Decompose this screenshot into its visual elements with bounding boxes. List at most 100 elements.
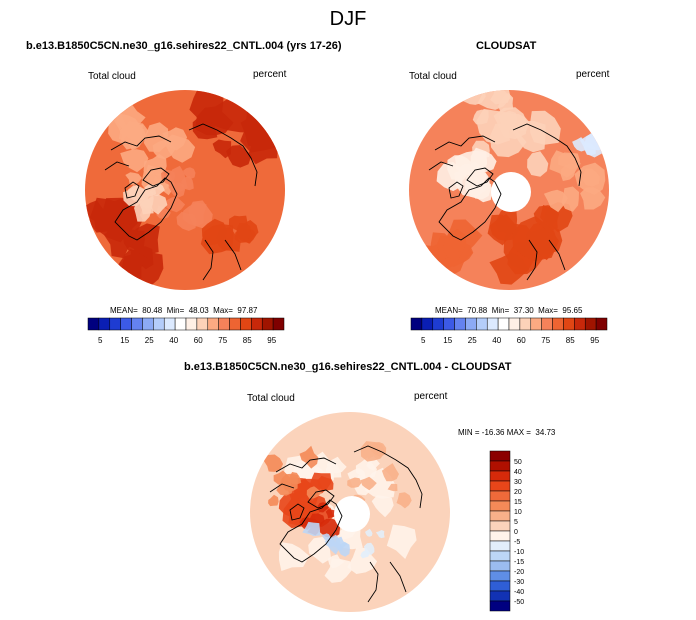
coastline xyxy=(142,167,170,187)
colorbar-swatch xyxy=(489,520,511,532)
colorbar-tick-label: 30 xyxy=(514,479,522,486)
colorbar-tick-label: 85 xyxy=(243,336,252,345)
contour-patch xyxy=(325,509,335,519)
panel3-title: b.e13.B1850C5CN.ne30_g16.sehires22_CNTL.… xyxy=(184,361,512,373)
contour-patch xyxy=(387,483,398,492)
colorbar-swatch xyxy=(530,317,542,331)
colorbar-swatch xyxy=(229,317,241,331)
no-data-hole xyxy=(334,496,370,532)
panel1-stats: MEAN= 80.48 Min= 48.03 Max= 97.87 xyxy=(110,306,258,315)
colorbar-tick-label: 5 xyxy=(421,336,426,345)
panel1-colorbar: 5 15 25 40 60 75 85 95 xyxy=(87,317,285,345)
colorbar-swatch xyxy=(489,570,511,582)
contour-patch xyxy=(442,229,467,261)
colorbar-tick-label: -50 xyxy=(514,599,524,606)
colorbar-tick-label: 20 xyxy=(514,489,522,496)
colorbar-tick-label: -40 xyxy=(514,589,524,596)
colorbar-swatch xyxy=(476,317,488,331)
panel3-map xyxy=(250,412,450,612)
colorbar-tick-label: 75 xyxy=(218,336,227,345)
panel2-right-label: percent xyxy=(576,69,610,80)
contour-patch xyxy=(365,528,373,537)
colorbar-tick-label: 5 xyxy=(98,336,103,345)
colorbar-swatch xyxy=(489,530,511,542)
colorbar-swatch xyxy=(120,317,132,331)
colorbar-swatch xyxy=(87,317,100,331)
colorbar-swatch xyxy=(595,317,608,331)
colorbar-tick-label: 95 xyxy=(590,336,599,345)
colorbar-swatch xyxy=(240,317,252,331)
colorbar-tick-label: 40 xyxy=(492,336,501,345)
contour-patch xyxy=(489,214,519,241)
contour-patch xyxy=(273,470,291,487)
colorbar-swatch xyxy=(489,590,511,602)
colorbar-swatch xyxy=(109,317,121,331)
colorbar-tick-label: -5 xyxy=(514,539,520,546)
colorbar-tick-label: 15 xyxy=(443,336,452,345)
colorbar-swatch xyxy=(454,317,466,331)
colorbar-swatch xyxy=(185,317,198,331)
contour-patch xyxy=(236,223,252,240)
coastline xyxy=(448,181,464,199)
colorbar-tick-label: 15 xyxy=(514,499,522,506)
colorbar-swatch xyxy=(163,317,176,331)
contour-patch xyxy=(381,463,399,482)
coastline xyxy=(224,239,242,271)
contour-patch xyxy=(289,472,302,485)
colorbar-swatch xyxy=(489,490,511,502)
colorbar-swatch xyxy=(552,317,564,331)
coastline xyxy=(275,457,337,473)
panel1-right-label: percent xyxy=(253,69,287,80)
colorbar-swatch xyxy=(584,317,597,331)
colorbar-tick-label: 25 xyxy=(145,336,154,345)
colorbar-tick-label: -30 xyxy=(514,579,524,586)
contour-patch xyxy=(375,530,385,539)
contour-patch xyxy=(505,113,531,133)
coastline xyxy=(428,161,454,171)
panel2-stats: MEAN= 70.88 Min= 37.30 Max= 95.65 xyxy=(435,306,583,315)
contour-patch xyxy=(418,245,441,263)
contour-patch xyxy=(134,199,152,222)
contour-patch xyxy=(574,162,606,195)
colorbar-swatch xyxy=(421,317,434,331)
colorbar-swatch xyxy=(489,460,511,472)
colorbar-swatch xyxy=(541,317,553,331)
contour-patch xyxy=(527,151,549,177)
colorbar-tick-label: -10 xyxy=(514,549,524,556)
contour-patch xyxy=(120,149,149,173)
panel3-stats: MIN = -16.36 MAX = 34.73 xyxy=(458,428,556,437)
colorbar-swatch xyxy=(489,480,511,492)
contour-patch xyxy=(543,189,568,213)
colorbar-swatch xyxy=(489,470,511,482)
coastline xyxy=(438,177,502,241)
colorbar-swatch xyxy=(432,317,444,331)
colorbar-swatch xyxy=(489,450,511,462)
contour-patch xyxy=(176,211,197,231)
contour-patch xyxy=(325,537,336,547)
colorbar-swatch xyxy=(489,550,511,562)
coastline xyxy=(353,445,423,509)
colorbar-swatch xyxy=(489,510,511,522)
colorbar-swatch xyxy=(574,317,586,331)
contour-patch xyxy=(489,252,530,285)
contour-patch xyxy=(470,147,497,173)
colorbar-swatch xyxy=(489,560,511,572)
colorbar-swatch xyxy=(489,540,511,552)
contour-patch xyxy=(306,486,323,499)
contour-patch xyxy=(201,218,228,246)
colorbar-tick-label: 60 xyxy=(517,336,526,345)
contour-patch xyxy=(396,492,412,509)
contour-patch xyxy=(302,521,321,537)
panel3-right-label: percent xyxy=(414,391,448,402)
colorbar-swatch xyxy=(272,317,285,331)
colorbar-swatch xyxy=(196,317,209,331)
coastline xyxy=(389,561,407,593)
colorbar-tick-label: 40 xyxy=(514,469,522,476)
no-data-hole xyxy=(491,172,531,212)
colorbar-swatch xyxy=(508,317,521,331)
contour-patch xyxy=(580,187,606,210)
colorbar-tick-label: 85 xyxy=(566,336,575,345)
colorbar-swatch xyxy=(489,500,511,512)
colorbar-swatch xyxy=(207,317,219,331)
contour-patch xyxy=(263,454,284,472)
